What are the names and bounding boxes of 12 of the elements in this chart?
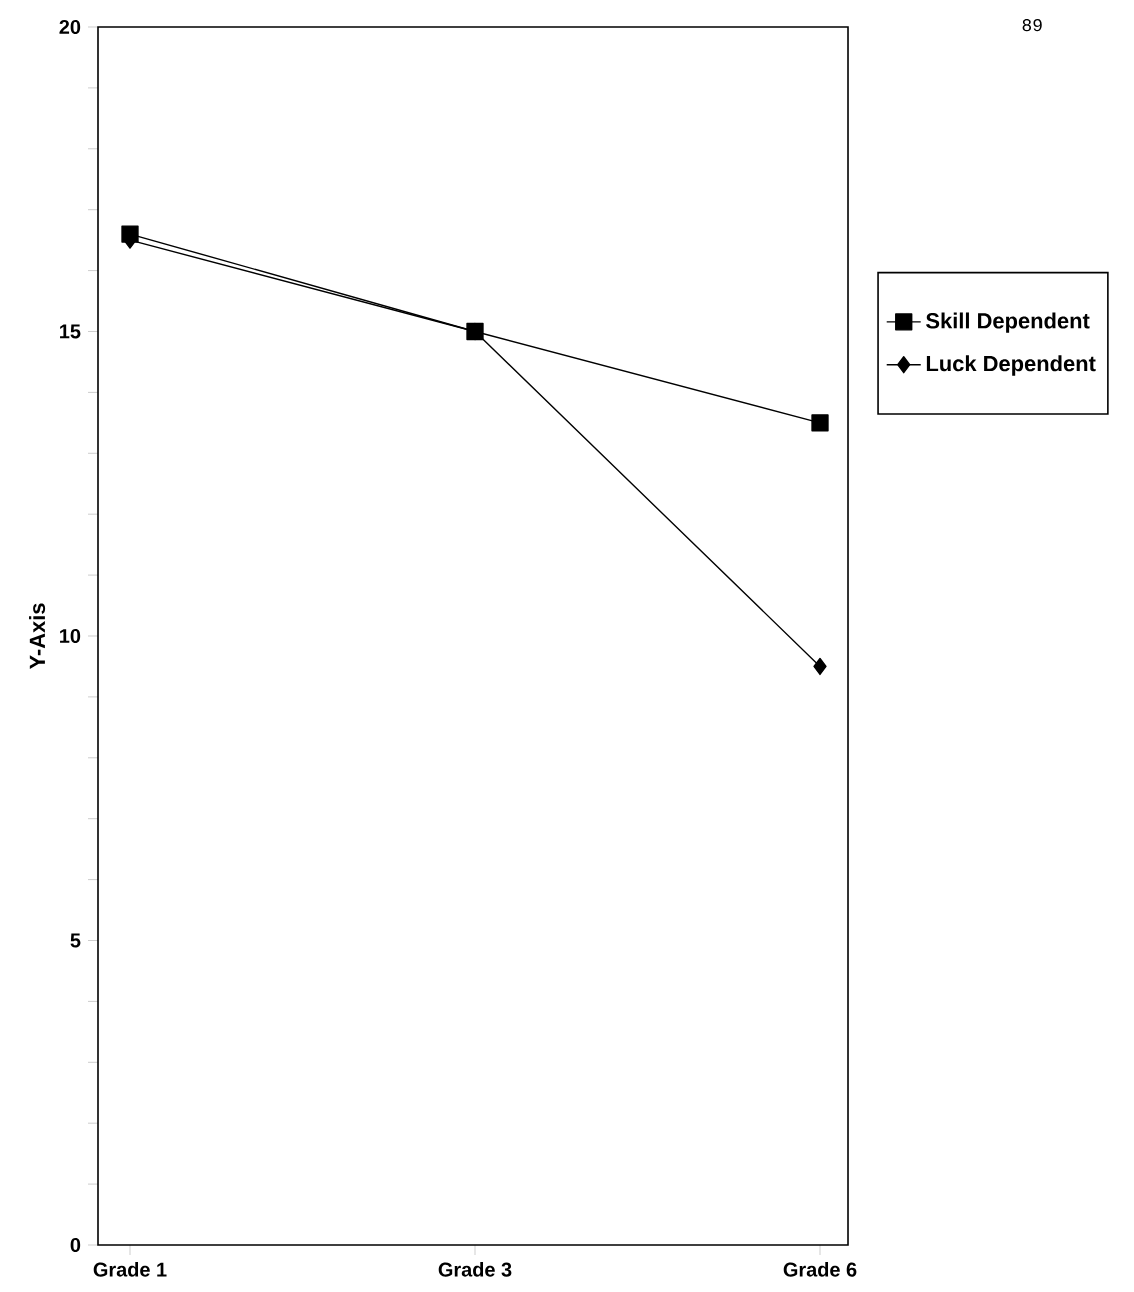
- legend-label: Skill Dependent: [926, 312, 1090, 333]
- x-tick-label: Grade 6: [783, 1262, 857, 1277]
- y-axis-title: Y-Axis: [29, 603, 46, 670]
- y-tick-label: 15: [60, 324, 81, 339]
- x-tick-label: Grade 3: [438, 1262, 512, 1277]
- y-tick-label: 10: [60, 628, 81, 644]
- text: 89: [1022, 19, 1042, 32]
- x-tick-label: Grade 1: [93, 1262, 167, 1277]
- legend-label: Luck Dependent: [926, 355, 1096, 376]
- y-tick-label: 5: [70, 933, 81, 948]
- y-tick-label: 20: [59, 19, 81, 35]
- y-tick-label: 0: [70, 1237, 81, 1253]
